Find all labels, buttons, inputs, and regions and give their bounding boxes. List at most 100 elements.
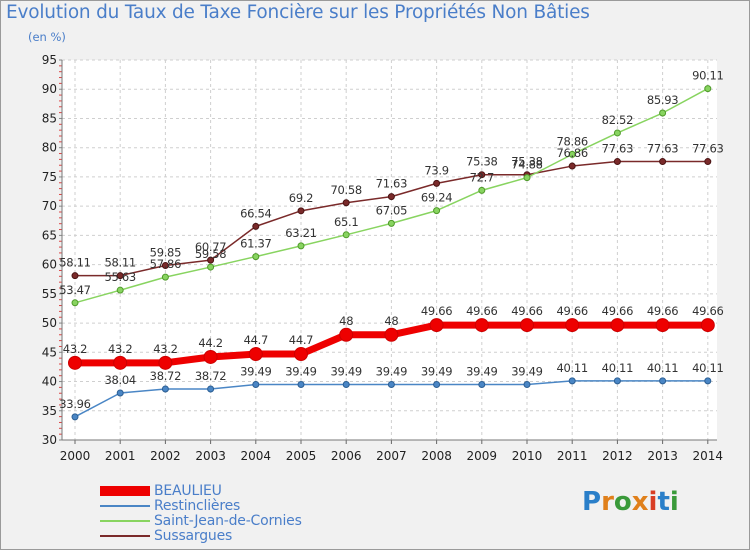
x-tick-label: 2008 <box>421 449 452 463</box>
logo-letter: x <box>631 487 649 517</box>
x-tick-label: 2011 <box>557 449 588 463</box>
proxiti-logo: Proxiti <box>582 487 679 517</box>
data-label-saint-jean-de-cornies: 72.7 <box>470 170 494 184</box>
data-point-sussargues <box>613 158 621 166</box>
data-point-beaulieu <box>68 355 82 370</box>
data-point-sussargues <box>478 171 486 179</box>
data-point-restincli-res <box>71 413 79 421</box>
data-label-saint-jean-de-cornies: 69.24 <box>421 191 452 205</box>
data-label-sussargues: 66.54 <box>240 206 271 220</box>
data-label-restincli-res: 40.11 <box>556 361 587 375</box>
data-point-restincli-res <box>478 381 486 389</box>
data-point-saint-jean-de-cornies <box>387 219 395 227</box>
data-label-saint-jean-de-cornies: 85.93 <box>647 93 678 107</box>
data-point-beaulieu <box>158 355 173 370</box>
data-point-saint-jean-de-cornies <box>207 263 215 271</box>
data-label-saint-jean-de-cornies: 59.58 <box>195 247 226 261</box>
data-point-sussargues <box>433 179 441 187</box>
data-label-sussargues: 59.85 <box>150 245 181 259</box>
data-label-restincli-res: 40.11 <box>692 361 723 375</box>
data-label-restincli-res: 39.49 <box>376 365 407 379</box>
y-tick-label: 40 <box>42 375 57 389</box>
data-label-restincli-res: 40.11 <box>647 361 678 375</box>
data-point-restincli-res <box>613 377 621 385</box>
data-point-saint-jean-de-cornies <box>252 253 260 261</box>
logo-letter: i <box>648 487 658 517</box>
legend-swatch <box>100 505 150 507</box>
data-label-beaulieu: 48 <box>339 314 353 328</box>
data-label-saint-jean-de-cornies: 61.37 <box>240 237 271 251</box>
legend-swatch <box>100 535 150 537</box>
data-point-saint-jean-de-cornies <box>704 85 712 93</box>
logo-letter: P <box>582 487 602 517</box>
data-label-sussargues: 71.63 <box>376 177 407 191</box>
x-tick-label: 2009 <box>467 449 498 463</box>
data-point-saint-jean-de-cornies <box>161 273 169 281</box>
y-tick-label: 50 <box>42 316 57 330</box>
data-label-beaulieu: 44.2 <box>198 336 222 350</box>
x-tick-label: 2000 <box>60 449 91 463</box>
data-label-sussargues: 77.63 <box>602 142 633 156</box>
x-tick-label: 2002 <box>150 449 181 463</box>
data-label-sussargues: 77.63 <box>692 142 723 156</box>
y-tick-label: 45 <box>42 345 57 359</box>
legend-label: Saint-Jean-de-Cornies <box>154 513 302 529</box>
data-point-beaulieu <box>248 347 263 362</box>
legend-swatch <box>100 486 150 496</box>
data-point-beaulieu <box>294 347 308 362</box>
data-label-saint-jean-de-cornies: 63.21 <box>285 226 316 240</box>
data-label-restincli-res: 39.49 <box>511 365 542 379</box>
data-point-beaulieu <box>520 318 534 333</box>
data-point-sussargues <box>342 199 350 207</box>
data-point-beaulieu <box>655 318 670 333</box>
x-tick-label: 2001 <box>105 449 136 463</box>
logo-letter: r <box>601 487 614 517</box>
y-tick-label: 80 <box>42 141 57 155</box>
data-point-beaulieu <box>203 349 218 364</box>
data-point-sussargues <box>207 256 215 264</box>
legend-label: BEAULIEU <box>154 483 222 499</box>
data-label-beaulieu: 43.2 <box>63 342 87 356</box>
y-tick-label: 65 <box>42 228 57 242</box>
data-point-restincli-res <box>568 377 576 385</box>
data-label-saint-jean-de-cornies: 55.63 <box>104 270 135 284</box>
data-label-sussargues: 58.11 <box>59 256 90 270</box>
data-point-restincli-res <box>252 381 260 389</box>
logo-letter: t <box>657 487 670 517</box>
data-point-saint-jean-de-cornies <box>613 129 621 137</box>
data-label-restincli-res: 39.49 <box>421 365 452 379</box>
data-label-restincli-res: 38.72 <box>195 369 226 383</box>
data-label-beaulieu: 49.66 <box>511 304 542 318</box>
data-point-restincli-res <box>207 385 215 393</box>
data-label-restincli-res: 39.49 <box>285 365 316 379</box>
logo-letter: o <box>613 487 632 517</box>
data-point-restincli-res <box>659 377 667 385</box>
unit-label: (en %) <box>28 30 66 44</box>
y-tick-label: 70 <box>42 199 57 213</box>
data-label-sussargues: 75.38 <box>466 155 497 169</box>
data-label-restincli-res: 39.49 <box>466 365 497 379</box>
data-point-restincli-res <box>433 381 441 389</box>
x-tick-label: 2006 <box>331 449 362 463</box>
logo-letter: i <box>669 487 679 517</box>
data-label-saint-jean-de-cornies: 67.05 <box>376 203 407 217</box>
data-label-restincli-res: 33.96 <box>59 397 90 411</box>
data-label-beaulieu: 44.7 <box>289 333 313 347</box>
data-label-sussargues: 69.2 <box>289 191 313 205</box>
x-tick-label: 2014 <box>693 449 724 463</box>
data-label-beaulieu: 43.2 <box>108 342 132 356</box>
data-label-saint-jean-de-cornies: 65.1 <box>334 215 358 229</box>
data-point-sussargues <box>704 158 712 166</box>
data-label-sussargues: 75.38 <box>511 155 542 169</box>
plot-area <box>62 60 717 440</box>
x-tick-label: 2005 <box>286 449 317 463</box>
y-tick-label: 35 <box>42 404 57 418</box>
data-label-beaulieu: 49.66 <box>647 304 678 318</box>
data-label-beaulieu: 48 <box>384 314 398 328</box>
data-label-restincli-res: 40.11 <box>602 361 633 375</box>
data-point-restincli-res <box>523 381 531 389</box>
data-point-beaulieu <box>429 318 444 333</box>
legend-label: Sussargues <box>154 528 233 544</box>
data-point-saint-jean-de-cornies <box>568 150 576 158</box>
